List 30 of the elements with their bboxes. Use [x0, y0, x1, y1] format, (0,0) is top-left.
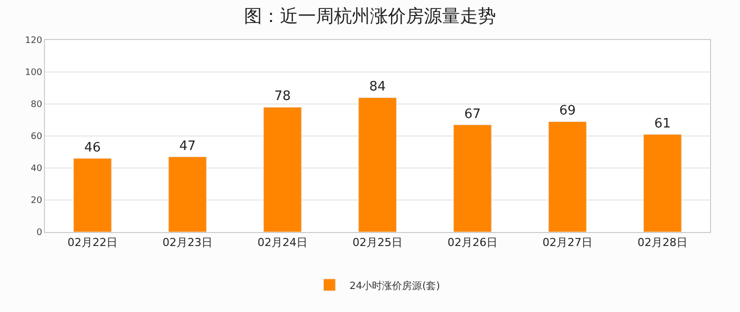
data-label: 67: [464, 106, 481, 122]
legend-label: 24小时涨价房源(套): [350, 280, 440, 292]
x-tick-label: 02月27日: [542, 236, 592, 250]
bar: [73, 158, 112, 232]
chart-title: 图：近一周杭州涨价房源量走势: [244, 6, 496, 27]
data-label: 47: [179, 138, 196, 154]
y-tick-label: 80: [30, 100, 42, 110]
bar: [453, 124, 492, 232]
x-tick-label: 02月23日: [162, 236, 212, 250]
bar: [168, 156, 207, 232]
data-label: 84: [369, 80, 386, 95]
x-tick-label: 02月25日: [352, 236, 402, 250]
x-tick-label: 02月22日: [68, 236, 118, 250]
y-tick-label: 120: [25, 36, 42, 46]
x-tick-label: 02月24日: [258, 236, 308, 250]
y-tick-label: 20: [30, 196, 42, 206]
data-label: 46: [84, 140, 101, 156]
y-tick-label: 100: [25, 68, 42, 78]
data-label: 78: [274, 89, 291, 104]
bar: [358, 97, 397, 232]
data-label: 69: [559, 104, 576, 119]
y-tick-label: 60: [30, 132, 42, 142]
y-tick-label: 40: [30, 164, 42, 174]
data-label: 61: [654, 116, 671, 132]
bar: [263, 106, 302, 232]
y-tick-label: 0: [36, 228, 42, 238]
bar: [643, 134, 682, 232]
bar: [548, 121, 587, 232]
x-tick-label: 02月26日: [448, 236, 498, 250]
x-tick-label: 02月28日: [638, 236, 688, 250]
